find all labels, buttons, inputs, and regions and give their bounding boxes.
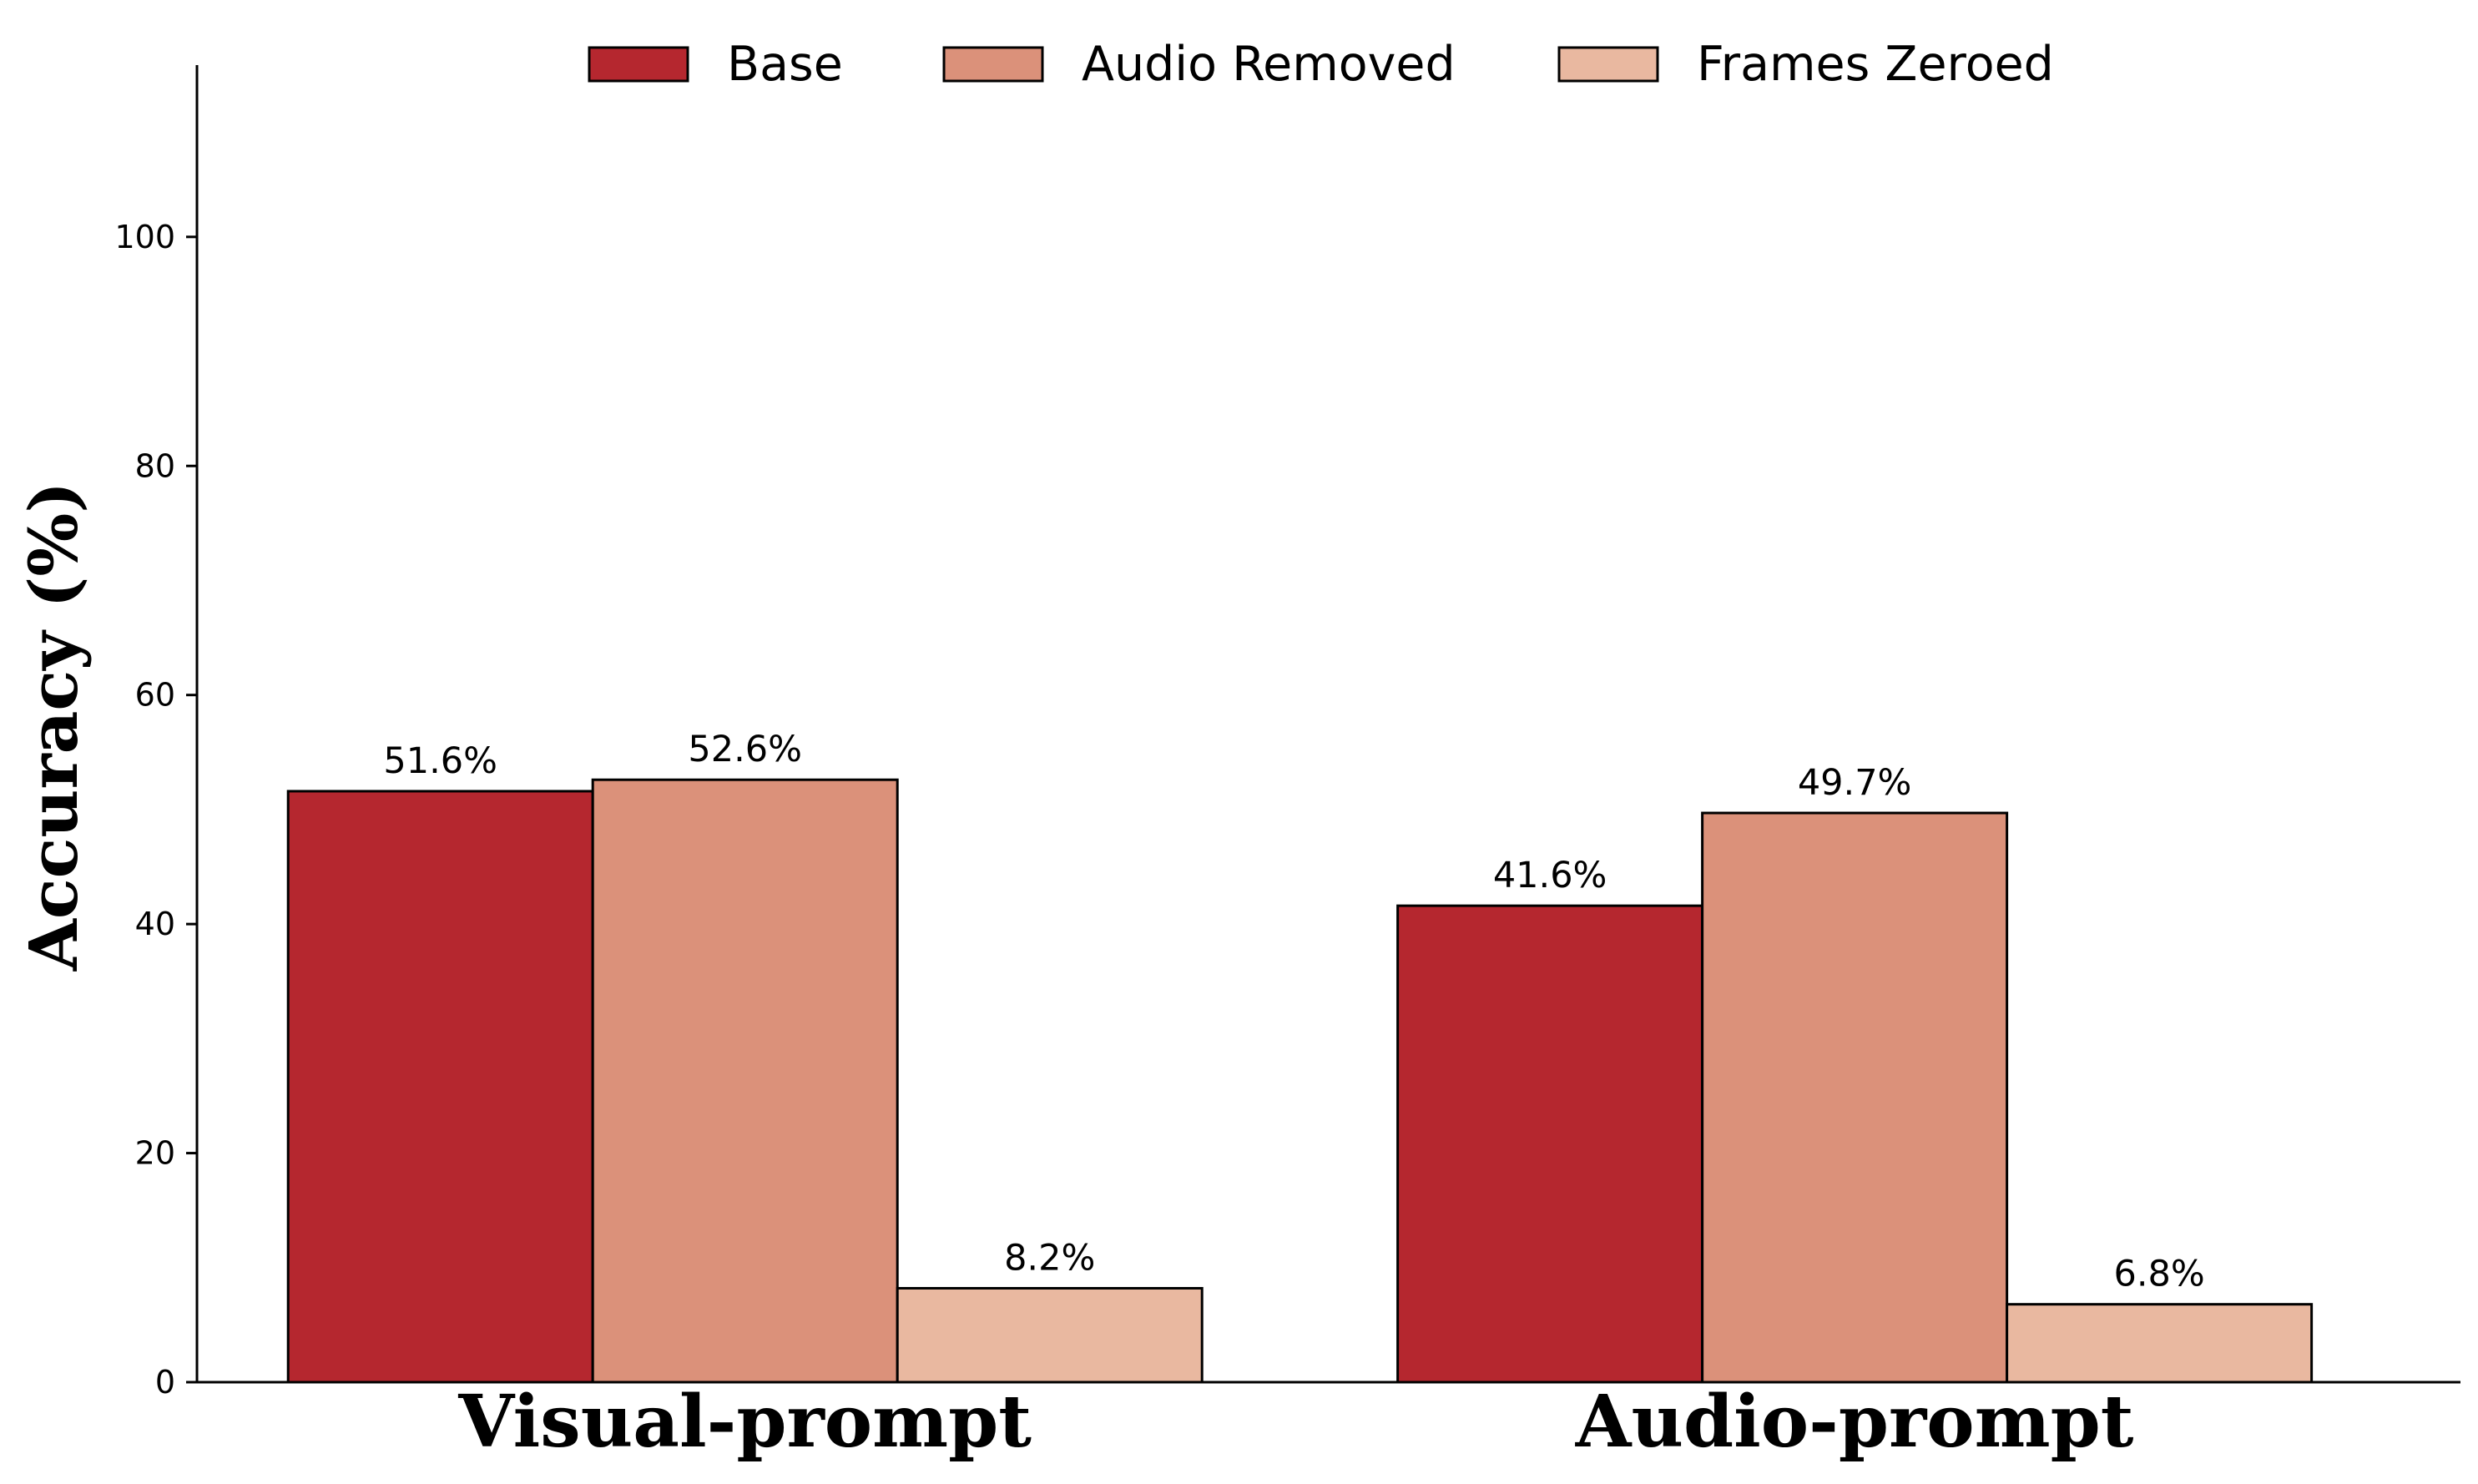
- legend-swatch: [942, 46, 1044, 83]
- data-label: 6.8%: [2113, 1254, 2204, 1295]
- data-label: 52.6%: [688, 729, 802, 770]
- bar-frames-zeroed-visual-prompt: [896, 1286, 1204, 1384]
- y-tick-label: 60: [135, 677, 175, 714]
- legend-label: Frames Zeroed: [1697, 37, 2054, 92]
- data-label: 41.6%: [1493, 855, 1607, 896]
- data-label: 51.6%: [383, 740, 497, 782]
- legend: Base Audio Removed Frames Zeroed: [588, 37, 2054, 92]
- legend-label: Base: [727, 37, 843, 92]
- bar-audio-removed-audio-prompt: [1701, 811, 2009, 1384]
- y-tick-label: 80: [135, 447, 175, 484]
- y-tick-label: 20: [135, 1135, 175, 1172]
- bar-base-visual-prompt: [286, 790, 594, 1384]
- data-label: 49.7%: [1798, 762, 1912, 804]
- y-tick-label: 40: [135, 906, 175, 942]
- y-ticks-layer: 0 20 40 60 80 100: [114, 219, 197, 1401]
- y-axis-label: Accuracy (%): [14, 482, 93, 972]
- bar-frames-zeroed-audio-prompt: [2006, 1303, 2314, 1384]
- legend-label: Audio Removed: [1082, 37, 1456, 92]
- data-labels-layer: 51.6% 52.6% 8.2% 41.6% 49.7% 6.8%: [383, 729, 2204, 1295]
- category-labels-layer: Visual-prompt Audio-prompt: [457, 1380, 2133, 1464]
- x-tick-label: Visual-prompt: [457, 1380, 1032, 1464]
- bars-layer: [286, 778, 2314, 1384]
- y-tick-label: 100: [114, 219, 175, 255]
- bar-base-audio-prompt: [1396, 904, 1704, 1384]
- x-tick-label: Audio-prompt: [1575, 1380, 2134, 1464]
- legend-swatch: [588, 46, 689, 83]
- legend-swatch: [1557, 46, 1659, 83]
- bar-audio-removed-visual-prompt: [591, 778, 899, 1384]
- data-label: 8.2%: [1004, 1237, 1095, 1279]
- y-tick-label: 0: [155, 1364, 175, 1401]
